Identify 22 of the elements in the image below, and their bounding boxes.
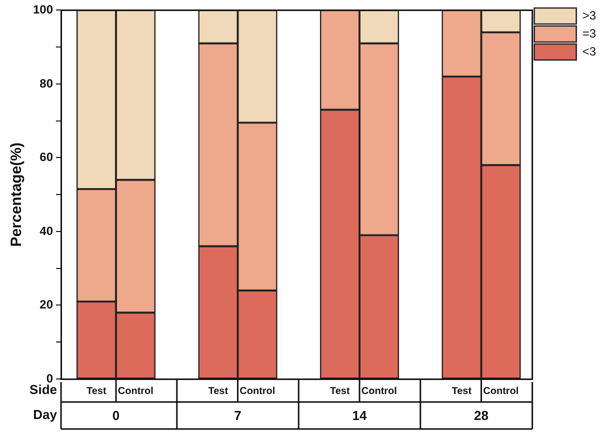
x-tick-label: Test bbox=[330, 386, 350, 397]
x-tick-label: Control bbox=[361, 386, 398, 397]
legend-label: <3 bbox=[582, 44, 596, 58]
y-tick-label: 60 bbox=[40, 150, 54, 164]
text: 28 bbox=[474, 408, 488, 424]
x-tick-label: Test bbox=[452, 386, 472, 397]
text: 7 bbox=[234, 408, 242, 424]
x-tick-label: Control bbox=[118, 386, 154, 397]
x-tick-label: Control bbox=[240, 386, 276, 397]
legend-label: =3 bbox=[582, 26, 596, 40]
x-tick-label: Test bbox=[208, 386, 229, 397]
y-axis-title: Percentage(%) bbox=[8, 142, 26, 247]
y-tick-label: 20 bbox=[40, 298, 54, 312]
y-tick-label: 40 bbox=[40, 224, 54, 238]
x-tick-label: Control bbox=[483, 386, 519, 397]
legend-label: >3 bbox=[582, 8, 596, 22]
text: 14 bbox=[352, 408, 368, 424]
text: Day bbox=[33, 407, 58, 422]
y-tick-label: 100 bbox=[32, 2, 54, 17]
x-tick-label: Test bbox=[86, 386, 107, 397]
text: 0 bbox=[112, 408, 120, 424]
y-tick-label: 80 bbox=[40, 76, 54, 90]
